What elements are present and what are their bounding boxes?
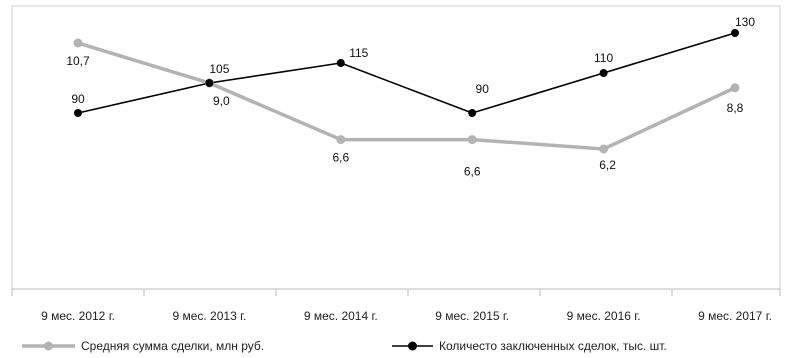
data-label-average-deal: 10,7 [66,54,90,68]
series-line-average-deal [77,41,736,151]
point-average-deal [467,135,477,145]
data-label-average-deal: 6,6 [332,151,349,165]
point-average-deal [73,38,83,48]
x-ticks [11,289,781,296]
legend: Средняя сумма сделки, млн руб. Количесто… [22,339,667,353]
plot-frame [11,5,781,290]
x-tick-label: 9 мес. 2013 г. [172,309,246,323]
point-deal-count [731,29,739,37]
data-label-deal-count: 110 [594,51,613,65]
data-label-average-deal: 6,2 [599,158,616,172]
data-label-deal-count: 105 [209,62,229,76]
point-deal-count [74,109,82,117]
x-tick-label: 9 мес. 2017 г. [698,309,772,323]
legend-marker-average-deal [44,341,53,351]
point-deal-count [468,109,477,117]
series-lines [77,32,736,151]
point-deal-count [599,69,608,77]
data-label-deal-count: 90 [71,92,85,106]
legend-label-average-deal: Средняя сумма сделки, млн руб. [81,339,264,353]
x-tick-label: 9 мес. 2015 г. [435,309,509,323]
data-label-average-deal: 6,6 [464,165,481,179]
x-tick-label: 9 мес. 2016 г. [567,309,641,323]
point-average-deal [336,135,346,145]
x-tick-label: 9 мес. 2012 г. [41,309,115,323]
point-deal-count [336,59,345,67]
data-label-average-deal: 8,8 [727,101,744,115]
data-labels: 10,7 9,0 6,6 6,6 6,2 8,8 90 105 115 90 110 130 [66,15,755,179]
data-label-deal-count: 130 [735,15,755,29]
series-line-deal-count [77,32,736,114]
x-tick-labels: 9 мес. 2012 г. 9 мес. 2013 г. 9 мес. 2014 … [41,309,772,323]
point-average-deal [730,83,740,93]
data-label-average-deal: 9,0 [213,94,230,108]
data-label-deal-count: 90 [476,82,490,96]
legend-label-deal-count: Количесто заключенных сделок, тыс. шт. [439,339,667,353]
point-deal-count [205,79,214,87]
legend-marker-deal-count [408,341,417,351]
point-average-deal [599,144,609,154]
x-tick-label: 9 мес. 2014 г. [304,309,378,323]
data-label-deal-count: 115 [349,46,368,60]
series-points [73,29,740,154]
